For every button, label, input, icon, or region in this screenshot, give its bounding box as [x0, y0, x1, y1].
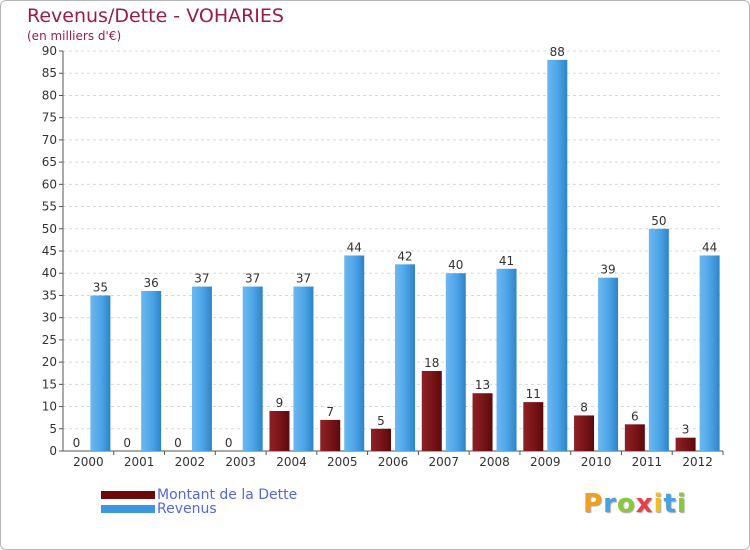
data-label-dette: 13	[475, 378, 490, 392]
bar-revenus	[445, 273, 466, 451]
y-tick-label: 85	[42, 66, 57, 80]
data-label-revenus: 44	[702, 240, 717, 254]
x-tick-label: 2010	[581, 455, 612, 469]
x-tick-label: 2012	[682, 455, 713, 469]
bar-dette	[523, 402, 544, 451]
legend-swatch-dette	[101, 491, 155, 499]
data-label-dette: 3	[682, 423, 690, 437]
x-tick-label: 2003	[225, 455, 256, 469]
logo-letter: P	[583, 489, 604, 519]
x-tick-label: 2009	[530, 455, 561, 469]
y-tick-label: 60	[42, 177, 57, 191]
y-tick-label: 65	[42, 155, 57, 169]
x-tick-label: 2004	[276, 455, 307, 469]
y-tick-label: 40	[42, 266, 57, 280]
logo-letter: x	[635, 489, 654, 519]
bar-revenus	[648, 228, 669, 451]
legend-item-revenus: Revenus	[101, 501, 217, 517]
y-tick-label: 0	[49, 444, 57, 458]
data-label-dette: 6	[631, 409, 639, 423]
data-label-dette: 0	[174, 436, 182, 450]
data-label-dette: 5	[377, 414, 385, 428]
y-tick-label: 80	[42, 88, 57, 102]
bar-revenus	[344, 255, 365, 451]
x-tick-label: 2008	[479, 455, 510, 469]
data-label-revenus: 42	[397, 249, 412, 263]
data-label-revenus: 50	[651, 214, 666, 228]
legend-item-dette: Montant de la Dette	[101, 487, 297, 503]
chart-title: Revenus/Dette - VOHARIES	[27, 5, 284, 27]
x-tick-label: 2007	[428, 455, 459, 469]
data-label-revenus: 36	[144, 276, 159, 290]
data-label-dette: 8	[580, 400, 588, 414]
x-tick-label: 2000	[73, 455, 104, 469]
data-label-dette: 0	[225, 436, 233, 450]
y-tick-label: 10	[42, 400, 57, 414]
logo-letter: i	[676, 489, 687, 519]
bar-revenus	[547, 59, 568, 452]
y-tick-label: 90	[42, 44, 57, 58]
bar-dette	[269, 411, 290, 451]
bar-dette	[624, 424, 645, 451]
data-label-revenus: 39	[600, 263, 615, 277]
x-tick-label: 2011	[632, 455, 663, 469]
y-tick-label: 30	[42, 311, 57, 325]
data-label-dette: 18	[424, 356, 439, 370]
bar-revenus	[141, 291, 162, 451]
bar-revenus	[395, 264, 415, 451]
bar-revenus	[699, 255, 720, 451]
y-tick-label: 35	[42, 288, 57, 302]
bar-revenus	[293, 286, 314, 451]
data-label-revenus: 37	[245, 272, 260, 286]
y-tick-label: 15	[42, 377, 57, 391]
data-label-revenus: 44	[347, 240, 362, 254]
bar-dette	[675, 437, 696, 451]
bar-dette	[371, 428, 391, 451]
data-label-revenus: 37	[194, 272, 209, 286]
x-tick-label: 2005	[327, 455, 358, 469]
data-label-revenus: 35	[93, 280, 108, 294]
y-tick-label: 45	[42, 244, 57, 258]
y-tick-label: 70	[42, 133, 57, 147]
data-label-dette: 9	[276, 396, 284, 410]
x-tick-label: 2006	[378, 455, 409, 469]
data-label-revenus: 37	[296, 272, 311, 286]
bar-revenus	[90, 295, 111, 451]
legend-label-dette: Montant de la Dette	[157, 487, 298, 503]
logo-letter: r	[603, 489, 617, 519]
chart-subtitle: (en milliers d'€)	[27, 29, 122, 43]
legend-label-revenus: Revenus	[157, 501, 217, 517]
legend-swatch-revenus	[101, 505, 155, 513]
data-label-dette: 0	[123, 436, 131, 450]
logo-letter: t	[663, 489, 677, 519]
bar-revenus	[496, 268, 517, 451]
data-label-dette: 0	[73, 436, 81, 450]
y-tick-label: 20	[42, 355, 57, 369]
bar-revenus	[598, 277, 619, 451]
data-label-revenus: 41	[499, 254, 514, 268]
data-label-dette: 11	[526, 387, 541, 401]
y-tick-label: 75	[42, 111, 57, 125]
y-tick-label: 55	[42, 200, 57, 214]
bar-dette	[574, 415, 595, 451]
y-tick-label: 5	[49, 422, 57, 436]
bar-dette	[472, 393, 493, 451]
proxiti-logo: Proxiti	[583, 489, 687, 519]
data-label-revenus: 40	[448, 258, 463, 272]
logo-letter: o	[616, 489, 636, 519]
x-tick-label: 2002	[175, 455, 206, 469]
y-tick-label: 25	[42, 333, 57, 347]
bar-revenus	[191, 286, 212, 451]
bar-dette	[320, 419, 341, 451]
bar-dette	[421, 371, 442, 451]
x-tick-label: 2001	[124, 455, 155, 469]
bar-revenus	[242, 286, 263, 451]
data-label-dette: 7	[326, 405, 334, 419]
data-label-revenus: 88	[550, 45, 565, 59]
logo-letter: i	[653, 489, 664, 519]
y-tick-label: 50	[42, 222, 57, 236]
